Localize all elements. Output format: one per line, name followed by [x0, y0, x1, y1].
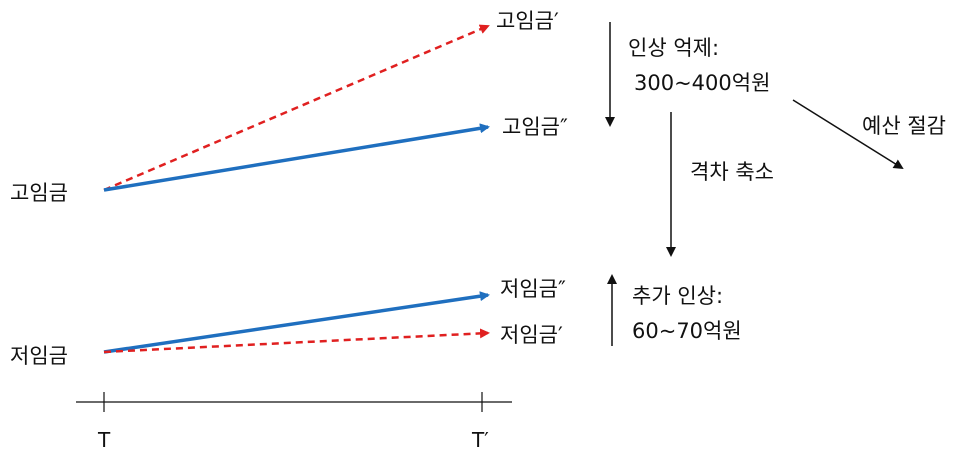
label-high-wage-double-prime: 고임금″	[502, 115, 568, 139]
label-high-wage-start: 고임금	[10, 181, 68, 205]
annotation-additional-raise-amount: 60~70억원	[632, 319, 742, 343]
label-time-end: T′	[471, 428, 489, 452]
label-high-wage-prime: 고임금′	[496, 9, 559, 33]
label-low-wage-start: 저임금	[10, 344, 68, 368]
high-wage-adjusted-arrow	[103, 123, 490, 192]
high-wage-baseline-arrow	[103, 24, 490, 192]
label-low-wage-double-prime: 저임금″	[500, 277, 566, 301]
annotation-budget-saving: 예산 절감	[862, 114, 946, 138]
annotation-additional-raise-title: 추가 인상:	[632, 284, 723, 308]
label-time-start: T	[97, 428, 111, 452]
budget-saving-arrow	[792, 99, 904, 170]
annotation-raise-suppression-amount: 300~400억원	[634, 71, 770, 95]
low-wage-baseline-arrow	[103, 328, 490, 354]
low-wage-adjusted-arrow	[103, 291, 490, 354]
annotation-gap-reduction: 격차 축소	[690, 160, 774, 184]
annotation-raise-suppression-title: 인상 억제:	[628, 36, 719, 60]
label-low-wage-prime: 저임금′	[500, 323, 563, 347]
